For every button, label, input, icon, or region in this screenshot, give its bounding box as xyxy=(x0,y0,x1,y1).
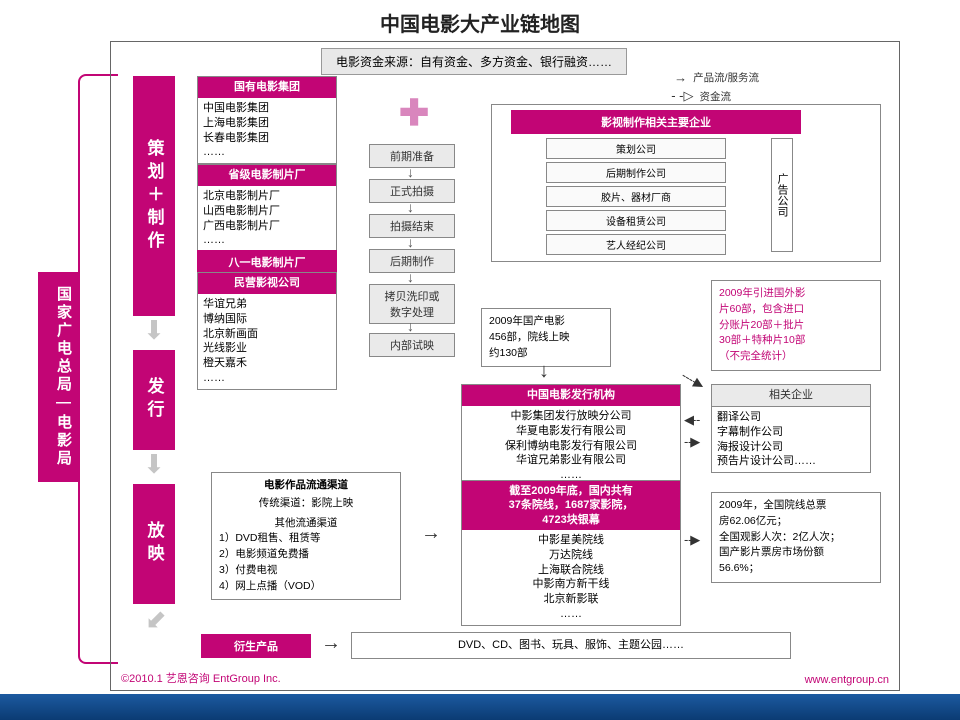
list-item: 中影星美院线 xyxy=(467,533,675,548)
legend-fund-flow: - -▷ 资金流 xyxy=(671,88,731,104)
arrow-down-2: ⬇ xyxy=(141,454,167,478)
dashed-arrow-left: ◀- - xyxy=(684,412,698,428)
arrow-down-1: ⬇ xyxy=(141,320,167,344)
list-item: …… xyxy=(203,145,331,160)
list-item: 1）DVD租售、租赁等 xyxy=(219,531,393,547)
stage-planning: 策划＋制作 xyxy=(133,76,175,316)
arrow-right-theater: → xyxy=(421,522,441,545)
list-item: 山西电影制片厂 xyxy=(203,204,331,219)
legend-product-flow-label: 产品流/服务流 xyxy=(693,70,759,85)
legend-fund-flow-label: 资金流 xyxy=(700,89,732,104)
import-2009-note: 2009年引进国外影 片60部，包含进口 分账片20部＋批片 30部＋特种片10… xyxy=(711,280,881,371)
regulator-label: 国家广电总局—电影局 xyxy=(38,272,78,482)
list-item: 中影集团发行放映分公司 xyxy=(467,409,675,424)
private-studios: 民营影视公司 华谊兄弟 博纳国际 北京新画面 光线影业 橙天嘉禾 …… xyxy=(197,272,337,390)
arrow-down: ↓ xyxy=(407,269,414,285)
dist-related-header: 相关企业 xyxy=(712,385,870,407)
diagram-frame: 电影资金来源：自有资金、多方资金、银行融资…… → 产品流/服务流 - -▷ 资… xyxy=(110,41,900,691)
list-item: …… xyxy=(467,607,675,622)
theater-box: 截至2009年底，国内共有 37条院线，1687家影院， 4723块银幕 中影星… xyxy=(461,480,681,626)
list-item: 华谊兄弟 xyxy=(203,297,331,312)
channels-main: 传统渠道：影院上映 xyxy=(219,496,393,512)
state-studios: 国有电影集团 中国电影集团 上海电影集团 长春电影集团 …… xyxy=(197,76,337,164)
arrow-right-derivative: → xyxy=(321,632,341,655)
distribution-orgs: 中国电影发行机构 中影集团发行放映分公司 华夏电影发行有限公司 保利博纳电影发行… xyxy=(461,384,681,487)
list-item: 光线影业 xyxy=(203,341,331,356)
arrow-icon: → xyxy=(674,70,687,85)
channels-others-label: 其他流通渠道 xyxy=(219,516,393,532)
list-item: 保利博纳电影发行有限公司 xyxy=(467,439,675,454)
dashed-arrow-import: - - - -▶ xyxy=(678,368,705,393)
list-item: 北京新画面 xyxy=(203,327,331,342)
domestic-2009-note: 2009年国产电影 456部，院线上映 约130部 xyxy=(481,308,611,367)
provincial-studios-header: 省级电影制片厂 xyxy=(198,165,336,186)
stage-screening: 放映 xyxy=(133,484,175,604)
list-item: 海报设计公司 xyxy=(717,440,865,455)
state-studios-header: 国有电影集团 xyxy=(198,77,336,98)
list-item: …… xyxy=(203,371,331,386)
list-item: 橙天嘉禾 xyxy=(203,356,331,371)
derivative-products: DVD、CD、图书、玩具、服饰、主题公园…… xyxy=(351,632,791,659)
list-item: 中国电影集团 xyxy=(203,101,331,116)
list-item: 预告片设计公司…… xyxy=(717,454,865,469)
list-item: 博纳国际 xyxy=(203,312,331,327)
step-6: 内部试映 xyxy=(369,333,455,357)
arrow-diag: ⬇ xyxy=(136,604,171,639)
list-item: 长春电影集团 xyxy=(203,131,331,146)
list-item: 北京新影联 xyxy=(467,592,675,607)
list-item: 北京电影制片厂 xyxy=(203,189,331,204)
dashed-arrow-right: - -▶ xyxy=(684,434,698,450)
related-enterprises-frame xyxy=(491,104,881,262)
arrow-down: ↓ xyxy=(407,199,414,215)
arrow-down: ↓ xyxy=(407,318,414,334)
regulator-column: 国家广电总局—电影局 xyxy=(28,54,98,696)
distribution-orgs-header: 中国电影发行机构 xyxy=(462,385,680,406)
bayi-studio: 八一电影制片厂 xyxy=(197,250,337,274)
arrow-down: ↓ xyxy=(407,234,414,250)
list-item: 万达院线 xyxy=(467,548,675,563)
derivative-label: 衍生产品 xyxy=(201,634,311,658)
copyright-text: ©2010.1 艺恩咨询 EntGroup Inc. xyxy=(121,670,281,686)
list-item: 3）付费电视 xyxy=(219,563,393,579)
list-item: 字幕制作公司 xyxy=(717,425,865,440)
list-item: 2）电影频道免费播 xyxy=(219,547,393,563)
boxoffice-2009-note: 2009年，全国院线总票 房62.06亿元； 全国观影人次：2亿人次； 国产影片… xyxy=(711,492,881,583)
source-url: www.entgroup.cn xyxy=(805,674,889,686)
list-item: …… xyxy=(203,233,331,248)
arrow-down: ↓ xyxy=(407,164,414,180)
arrow-down-domestic: ↓ xyxy=(539,360,549,383)
private-studios-header: 民营影视公司 xyxy=(198,273,336,294)
theater-header: 截至2009年底，国内共有 37条院线，1687家影院， 4723块银幕 xyxy=(462,481,680,530)
list-item: 翻译公司 xyxy=(717,410,865,425)
list-item: 4）网上点播（VOD） xyxy=(219,579,393,595)
list-item: 广西电影制片厂 xyxy=(203,219,331,234)
plus-icon: ✚ xyxy=(399,92,429,134)
channels-title: 电影作品流通渠道 xyxy=(219,478,393,494)
dist-related: 相关企业 翻译公司 字幕制作公司 海报设计公司 预告片设计公司…… xyxy=(711,384,871,473)
list-item: 上海联合院线 xyxy=(467,563,675,578)
channels-box: 电影作品流通渠道 传统渠道：影院上映 其他流通渠道 1）DVD租售、租赁等 2）… xyxy=(211,472,401,600)
legend-product-flow: → 产品流/服务流 xyxy=(674,70,759,85)
list-item: 上海电影集团 xyxy=(203,116,331,131)
stage-distribution: 发行 xyxy=(133,350,175,450)
provincial-studios: 省级电影制片厂 北京电影制片厂 山西电影制片厂 广西电影制片厂 …… xyxy=(197,164,337,252)
list-item: 华夏电影发行有限公司 xyxy=(467,424,675,439)
list-item: 中影南方新干线 xyxy=(467,577,675,592)
dashed-arrow-icon: - -▷ xyxy=(671,88,693,104)
funding-source-bar: 电影资金来源：自有资金、多方资金、银行融资…… xyxy=(321,48,627,75)
list-item: 华谊兄弟影业有限公司 xyxy=(467,453,675,468)
dashed-arrow-boxoffice: - -▶ xyxy=(684,532,698,548)
bottom-bar xyxy=(0,694,960,720)
page-title: 中国电影大产业链地图 xyxy=(0,0,960,41)
